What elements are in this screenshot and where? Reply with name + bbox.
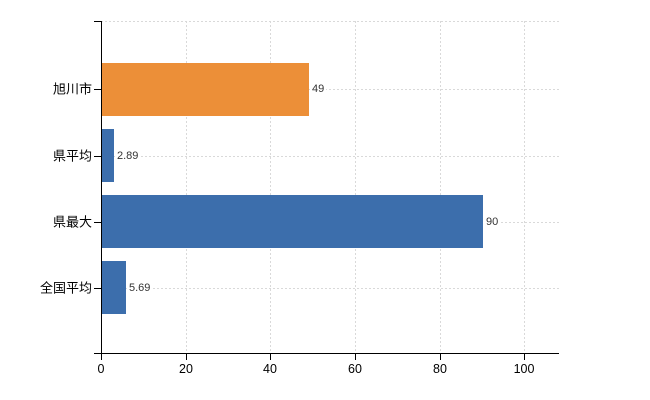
x-axis-tick	[355, 354, 356, 360]
value-gridline	[524, 21, 525, 353]
x-axis-tick-label: 0	[97, 362, 105, 376]
bar-0	[102, 63, 309, 116]
category-label: 県平均	[52, 148, 92, 164]
value-gridline	[186, 21, 187, 353]
y-axis-line	[101, 21, 102, 353]
x-axis-tick-label: 20	[179, 362, 193, 376]
bar-3	[102, 261, 126, 314]
value-gridline	[440, 21, 441, 353]
x-axis-tick	[101, 354, 102, 360]
x-axis-tick	[524, 354, 525, 360]
bar-value-label: 90	[484, 215, 501, 229]
category-label: 県最大	[52, 214, 92, 230]
y-axis-tick	[94, 288, 101, 289]
category-gridline	[101, 89, 559, 90]
x-axis-tick	[270, 354, 271, 360]
y-axis-tick	[94, 21, 101, 22]
x-axis-tick-label: 40	[263, 362, 277, 376]
plot-top-gridline	[101, 21, 559, 22]
category-gridline	[101, 156, 559, 157]
bar-value-label: 5.69	[127, 281, 153, 295]
category-label: 旭川市	[52, 81, 92, 97]
x-axis-line	[101, 353, 559, 354]
value-gridline	[270, 21, 271, 353]
y-axis-tick	[94, 89, 101, 90]
x-axis-tick-label: 80	[433, 362, 447, 376]
y-axis-tick	[94, 222, 101, 223]
bar-value-label: 49	[310, 82, 327, 96]
bar-value-label: 2.89	[115, 149, 141, 163]
x-axis-tick	[440, 354, 441, 360]
x-axis-tick	[186, 354, 187, 360]
y-axis-tick	[94, 156, 101, 157]
x-axis-tick-label: 100	[513, 362, 535, 376]
bar-2	[102, 195, 483, 248]
bar-1	[102, 129, 114, 182]
y-axis-tick	[94, 353, 101, 354]
x-axis-tick-label: 60	[348, 362, 362, 376]
category-label: 全国平均	[39, 280, 92, 296]
category-gridline	[101, 288, 559, 289]
value-gridline	[355, 21, 356, 353]
